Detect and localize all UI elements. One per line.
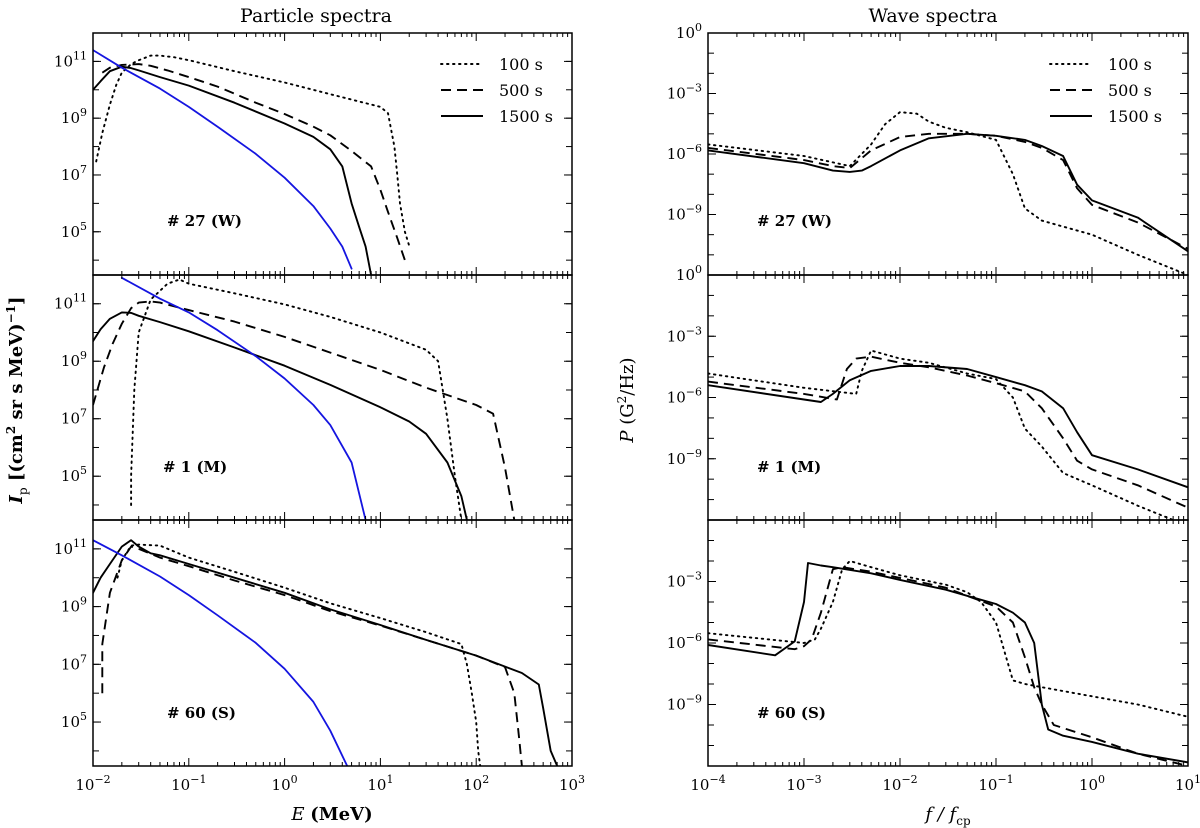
wave-legend-label: 500 s <box>1108 81 1152 100</box>
particle-60-xtick-label: 103 <box>559 773 585 794</box>
particle-1-ytick-label: 107 <box>61 407 87 428</box>
wave-60-series-100s <box>708 560 1188 718</box>
wave-27-annotation: # 27 (W) <box>757 212 832 230</box>
wave-legend-label: 100 s <box>1108 55 1152 74</box>
particle-1-series-100s <box>130 278 463 520</box>
particle-60-frame <box>92 519 573 767</box>
particle-60-ticks <box>92 519 573 766</box>
left-title: Particle spectra <box>240 5 392 27</box>
particle-60-plot-area <box>93 539 559 766</box>
wave-1-plot-area <box>708 349 1188 520</box>
wave-1-annotation: # 1 (M) <box>757 458 821 476</box>
particle-60-series-source <box>93 539 349 766</box>
particle-legend-label: 500 s <box>499 81 543 100</box>
particle-60-series-1500s <box>93 539 559 766</box>
particle-1-series-500s <box>93 300 516 520</box>
wave-27-plot-area <box>708 111 1188 275</box>
wave-27-ticks <box>707 32 1189 276</box>
particle-27-ytick-label: 1011 <box>54 49 87 70</box>
wave-27-ytick-label: 100 <box>676 21 702 42</box>
right-title: Wave spectra <box>868 5 997 27</box>
wave-60-plot-area <box>708 560 1188 766</box>
particle-legend-label: 1500 s <box>499 107 553 126</box>
particle-60-series-100s <box>116 543 482 766</box>
particle-27-ticks <box>92 32 573 275</box>
wave-27-ytick-label: 10−6 <box>667 142 702 163</box>
wave-1-series-500s <box>708 355 1188 509</box>
particle-27-series-100s <box>95 54 411 247</box>
wave-1-series-1500s <box>708 365 1188 489</box>
wave-27-series-1500s <box>708 132 1188 253</box>
wave-60-series-1500s <box>708 562 1188 764</box>
wave-60-xtick-label: 10−3 <box>786 773 821 794</box>
ticks-layer <box>92 32 1189 767</box>
text-layer: Particle spectra Wave spectra 105 107 109 1… <box>4 5 1200 828</box>
particle-27-ytick-label: 109 <box>61 106 87 127</box>
particle-1-series-source <box>120 276 367 520</box>
wave-27-ytick-label: 10−3 <box>667 82 702 103</box>
wave-27-series-100s <box>708 111 1188 275</box>
wave-60-xtick-label: 10−2 <box>882 773 917 794</box>
particle-1-plot-area <box>93 276 516 520</box>
wave-1-series-100s <box>708 349 1176 520</box>
right-ylabel: P (G2/Hz) <box>615 357 638 443</box>
left-ylabel: Ip [(cm2 sr s MeV)−1] <box>4 296 30 504</box>
particle-60-ytick-label: 109 <box>61 595 87 616</box>
wave-27-ytick-label: 10−9 <box>667 203 702 224</box>
particle-1-frame <box>92 274 573 521</box>
wave-1-ytick-label: 100 <box>676 263 702 284</box>
particle-27-series-500s <box>101 63 406 261</box>
particle-60-xtick-label: 10−2 <box>75 773 110 794</box>
wave-1-ytick-label: 10−6 <box>667 386 702 407</box>
wave-1-ticks <box>707 274 1189 521</box>
particle-1-annotation: # 1 (M) <box>163 458 227 476</box>
particle-60-ytick-label: 105 <box>61 710 87 731</box>
frames-layer <box>92 32 1189 767</box>
particle-60-series-500s <box>101 545 523 766</box>
particle-27-ytick-label: 105 <box>61 220 87 241</box>
wave-60-series-500s <box>708 566 1188 766</box>
particle-1-ytick-label: 109 <box>61 349 87 370</box>
particle-60-xtick-label: 102 <box>463 773 489 794</box>
particle-60-ytick-label: 1011 <box>54 537 87 558</box>
wave-60-xtick-label: 10−4 <box>690 773 725 794</box>
wave-27-series-500s <box>708 132 1188 250</box>
particle-60-xtick-label: 100 <box>272 773 298 794</box>
wave-60-xtick-label: 101 <box>1175 773 1200 794</box>
particle-60-xtick-label: 101 <box>367 773 393 794</box>
wave-1-ytick-label: 10−9 <box>667 447 702 468</box>
particle-27-series-1500s <box>93 65 373 275</box>
wave-60-annotation: # 60 (S) <box>757 704 826 722</box>
particle-27-series-source <box>93 49 353 270</box>
particle-1-series-1500s <box>93 311 468 520</box>
wave-60-xtick-label: 10−1 <box>978 773 1013 794</box>
particle-60-ytick-label: 107 <box>61 652 87 673</box>
wave-60-ytick-label: 10−6 <box>667 631 702 652</box>
wave-60-ticks <box>707 519 1189 767</box>
particle-27-plot-area <box>93 49 411 275</box>
wave-1-ytick-label: 10−3 <box>667 324 702 345</box>
particle-legend-label: 100 s <box>499 55 543 74</box>
particle-27-ytick-label: 107 <box>61 163 87 184</box>
wave-60-xtick-label: 100 <box>1079 773 1105 794</box>
particle-27-annotation: # 27 (W) <box>167 212 242 230</box>
wave-60-ytick-label: 10−3 <box>667 570 702 591</box>
right-xlabel: f / fcp <box>923 804 971 828</box>
wave-60-ytick-label: 10−9 <box>667 693 702 714</box>
particle-1-ytick-label: 1011 <box>54 292 87 313</box>
left-xlabel: E (MeV) <box>290 804 372 825</box>
particle-1-ytick-label: 105 <box>61 464 87 485</box>
legend: 100 s 500 s 1500 s 100 s 500 s 1500 s <box>440 55 1162 126</box>
curves-layer <box>93 49 1188 766</box>
particle-60-annotation: # 60 (S) <box>167 704 236 722</box>
wave-legend-label: 1500 s <box>1108 107 1162 126</box>
particle-60-xtick-label: 10−1 <box>171 773 206 794</box>
wave-1-frame <box>707 274 1189 521</box>
particle-1-ticks <box>92 274 573 520</box>
wave-60-frame <box>707 519 1189 767</box>
